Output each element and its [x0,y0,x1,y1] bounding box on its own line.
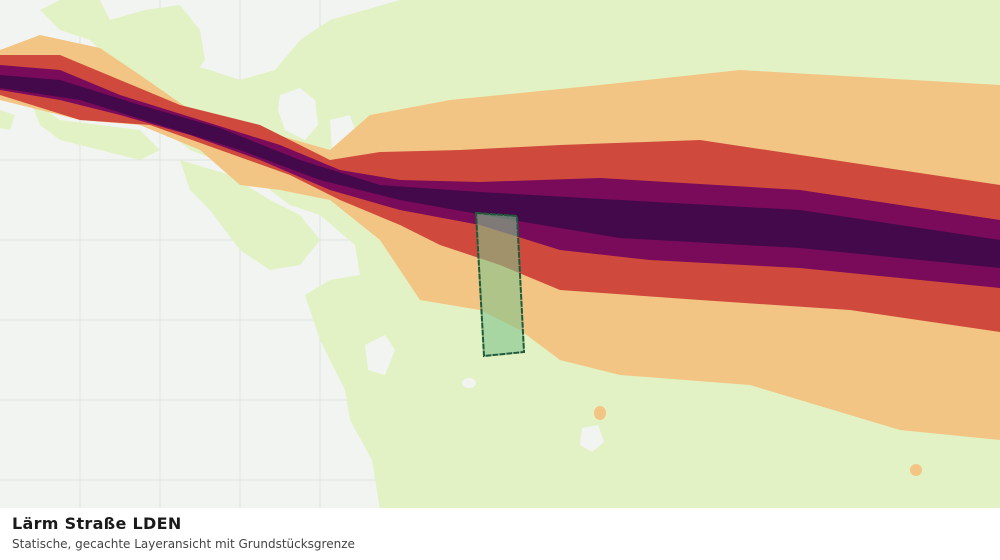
noise-spot [594,406,606,420]
layer-title: Lärm Straße LDEN [12,514,182,533]
noise-spot [910,464,922,476]
noise-band-dark [0,75,1000,268]
parcel-boundary[interactable] [474,211,526,358]
layer-subtitle: Statische, gecachte Layeransicht mit Gru… [12,537,355,551]
caption-panel: Lärm Straße LDEN Statische, gecachte Lay… [0,508,1000,560]
